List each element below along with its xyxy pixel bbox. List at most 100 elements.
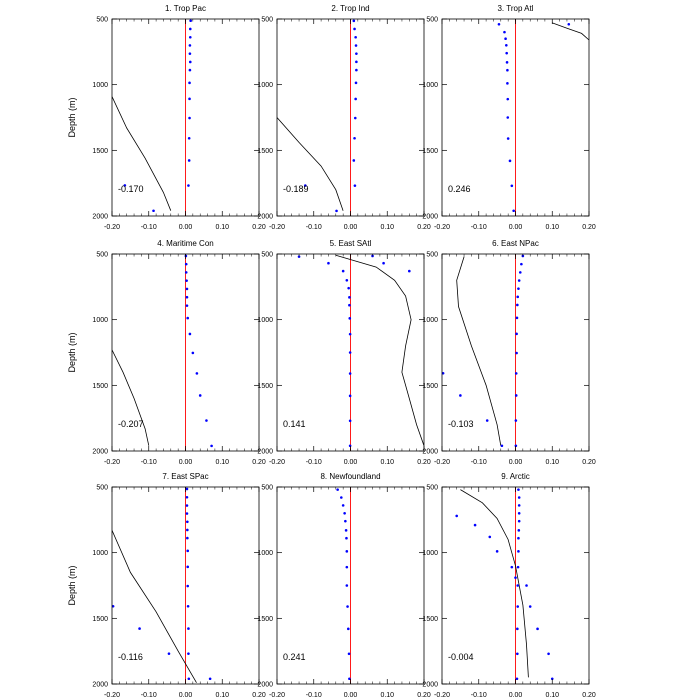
y-tick-label: 2000	[92, 682, 108, 689]
data-point	[188, 116, 191, 120]
x-tick-label: -0.20	[269, 692, 285, 699]
plot-area	[112, 19, 192, 216]
data-point	[188, 44, 192, 47]
data-point	[186, 528, 189, 532]
data-point	[347, 652, 351, 656]
y-tick-label: 1500	[92, 616, 108, 623]
y-tick-label: 1000	[257, 82, 273, 89]
data-point	[185, 295, 189, 299]
data-point	[348, 351, 352, 354]
data-point	[341, 504, 345, 507]
data-point	[512, 209, 515, 213]
y-tick-label: 1500	[257, 616, 273, 623]
y-tick-label: 2000	[257, 449, 273, 456]
curve-line	[552, 22, 589, 41]
data-point	[506, 116, 510, 119]
data-point	[355, 60, 358, 64]
data-point	[516, 652, 519, 656]
data-point	[188, 27, 192, 31]
data-point	[335, 209, 338, 213]
data-point	[514, 576, 517, 579]
data-point	[344, 519, 347, 523]
data-point	[188, 35, 192, 39]
data-point	[184, 254, 188, 258]
data-point	[188, 332, 192, 336]
x-tick-label: 0.00	[179, 692, 193, 699]
x-tick-label: 0.20	[252, 459, 266, 466]
data-point	[353, 184, 357, 187]
data-point	[506, 82, 509, 85]
data-point	[346, 627, 350, 631]
data-point	[195, 372, 199, 375]
curve-line	[460, 489, 529, 678]
data-point	[185, 495, 189, 499]
panel-title: 6. East NPac	[492, 239, 539, 248]
data-point	[348, 394, 352, 398]
y-tick-label: 500	[426, 485, 438, 492]
y-tick-label: 1500	[92, 148, 108, 155]
data-point	[188, 60, 192, 64]
data-point	[516, 584, 520, 587]
data-point	[520, 262, 523, 266]
data-point	[186, 316, 190, 320]
y-tick-label: 1500	[422, 148, 438, 155]
y-tick-label: 1500	[92, 383, 108, 390]
x-tick-label: -0.10	[471, 692, 487, 699]
y-tick-label: 1500	[422, 616, 438, 623]
y-tick-label: 500	[96, 485, 108, 492]
y-tick-label: 1000	[257, 317, 273, 324]
x-tick-label: 0.20	[417, 692, 431, 699]
data-point	[408, 269, 411, 273]
data-point	[345, 584, 349, 587]
data-point	[348, 677, 351, 681]
x-tick-label: -0.10	[471, 224, 487, 231]
data-point	[186, 584, 190, 588]
x-tick-label: -0.10	[306, 692, 322, 699]
data-point	[152, 209, 155, 213]
x-tick-label: 0.10	[545, 692, 559, 699]
data-point	[167, 652, 171, 655]
y-axis-label: Depth (m)	[67, 565, 77, 605]
x-tick-label: 0.20	[582, 459, 596, 466]
data-point	[550, 677, 554, 681]
data-point	[186, 604, 190, 608]
data-point	[495, 550, 499, 553]
data-point	[208, 677, 212, 681]
panel-7: 7. East SPac Depth (m) -0.20 -0.10 0.00 0.10 0…	[67, 472, 266, 699]
data-point	[516, 627, 519, 631]
data-point	[515, 351, 518, 355]
data-point	[187, 159, 191, 162]
curve-line	[456, 256, 502, 446]
x-tick-label: 0.00	[179, 224, 193, 231]
x-tick-label: -0.10	[141, 692, 157, 699]
x-tick-label: 0.10	[545, 459, 559, 466]
data-point	[184, 271, 188, 274]
data-point	[186, 549, 190, 553]
data-point	[185, 287, 189, 291]
data-point	[348, 444, 352, 448]
data-point	[185, 512, 189, 515]
plot-area	[112, 487, 212, 684]
panel-8: 8. Newfoundland -0.20 -0.10 0.00 0.10 0.20 500…	[257, 472, 430, 699]
y-tick-label: 2000	[422, 449, 438, 456]
data-point	[459, 394, 462, 397]
data-point	[353, 116, 357, 120]
x-tick-label: 0.20	[582, 224, 596, 231]
x-tick-label: -0.10	[306, 224, 322, 231]
y-tick-label: 500	[96, 252, 108, 259]
x-tick-label: -0.20	[434, 224, 450, 231]
data-point	[188, 68, 192, 72]
x-tick-label: -0.10	[141, 224, 157, 231]
correlation-value: 0.246	[448, 184, 471, 194]
data-point	[348, 296, 351, 299]
data-point	[355, 68, 358, 72]
x-tick-label: 0.10	[380, 224, 394, 231]
x-tick-label: 0.10	[215, 224, 229, 231]
data-point	[340, 496, 343, 499]
correlation-value: 0.241	[283, 652, 306, 662]
x-tick-label: 0.00	[344, 459, 358, 466]
plot-area	[112, 254, 213, 451]
data-point	[516, 295, 520, 299]
data-point	[517, 287, 520, 290]
x-tick-label: -0.20	[104, 224, 120, 231]
